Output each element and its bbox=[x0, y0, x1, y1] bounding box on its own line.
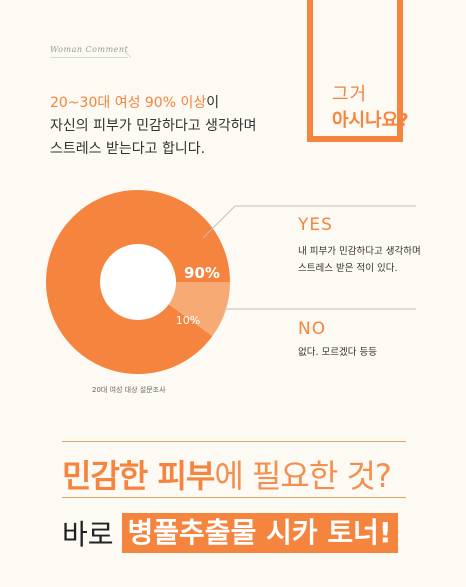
pie-hole bbox=[100, 244, 176, 320]
intro-accent: 20~30대 여성 90% 이상 bbox=[50, 95, 207, 111]
legend-yes-desc-line-2: 스트레스 받은 적이 있다. bbox=[298, 263, 398, 274]
intro-line-1-rest: 이 bbox=[206, 95, 220, 111]
slice-label-no: 10% bbox=[176, 314, 200, 327]
headline-prefix: 바로 bbox=[62, 518, 114, 551]
intro-line-3: 스트레스 받는다고 합니다. bbox=[50, 141, 206, 157]
legend-no-title: NO bbox=[298, 319, 327, 339]
slice-label-yes: 90% bbox=[184, 264, 220, 282]
headline-line-2: 바로 병풀추출물 시카 토너! bbox=[62, 512, 398, 554]
headline-strong: 민감한 피부 bbox=[62, 457, 215, 495]
legend-yes-title: YES bbox=[298, 215, 333, 235]
legend-no-desc: 없다. 모르겠다 등등 bbox=[298, 347, 377, 358]
headline-rule-top bbox=[62, 441, 406, 442]
headline-rest: 에 필요한 것? bbox=[214, 457, 392, 495]
legend-yes-desc: 내 피부가 민감하다고 생각하며 스트레스 받은 적이 있다. bbox=[298, 243, 421, 277]
intro-line-2: 자신의 피부가 민감하다고 생각하며 bbox=[50, 118, 257, 134]
question-box: 그거 아시나요? bbox=[307, 0, 409, 142]
section-label: Woman Comment bbox=[50, 45, 129, 54]
product-name-highlight: 병풀추출물 시카 토너! bbox=[121, 513, 398, 553]
headline-line-1: 민감한 피부에 필요한 것? bbox=[62, 451, 392, 497]
yes-leader-diag bbox=[202, 205, 236, 239]
question-line-1: 그거 bbox=[332, 84, 368, 105]
pie-chart: 90% 10% bbox=[46, 190, 416, 374]
section-label-underline bbox=[50, 57, 128, 58]
survey-caption: 20대 여성 대상 설문조사 bbox=[92, 386, 166, 394]
legend-yes-desc-line-1: 내 피부가 민감하다고 생각하며 bbox=[298, 246, 421, 257]
question-line-2: 아시나요? bbox=[332, 110, 409, 131]
intro-line-1: 20~30대 여성 90% 이상이 bbox=[50, 92, 257, 115]
headline-rule-bottom bbox=[62, 497, 406, 498]
intro-text: 20~30대 여성 90% 이상이 자신의 피부가 민감하다고 생각하며 스트레… bbox=[50, 92, 257, 161]
